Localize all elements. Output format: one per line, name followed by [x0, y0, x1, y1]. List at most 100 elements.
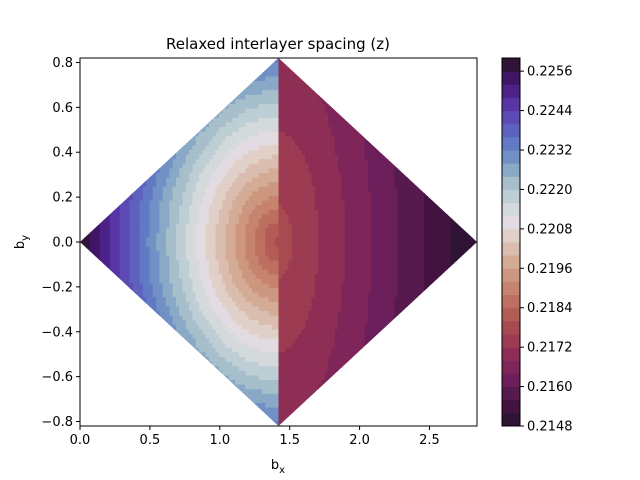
contour-cell: [252, 260, 256, 266]
contour-cell: [255, 260, 260, 266]
contour-cell: [268, 246, 273, 252]
contour-cell: [172, 278, 177, 284]
contour-cell: [162, 191, 167, 197]
contour-cell: [103, 361, 108, 367]
contour-cell: [179, 182, 184, 188]
contour-cell: [255, 274, 260, 280]
contour-cell: [195, 108, 200, 114]
contour-cell: [109, 223, 114, 229]
contour-cell: [136, 191, 141, 197]
contour-cell: [255, 315, 260, 321]
contour-cell: [275, 219, 280, 225]
contour-cell: [119, 67, 124, 73]
contour-cell: [222, 301, 227, 307]
contour-cell: [149, 81, 154, 87]
contour-cell: [228, 150, 233, 156]
contour-cell: [123, 338, 127, 344]
contour-cell: [225, 311, 230, 317]
contour-cell: [146, 85, 151, 91]
contour-cell: [185, 140, 190, 146]
contour-cell: [139, 191, 144, 197]
contour-cell: [159, 251, 164, 257]
contour-cell: [195, 380, 200, 386]
contour-cell: [235, 361, 240, 367]
contour-cell: [103, 393, 108, 399]
contour-cell: [255, 347, 260, 353]
contour-cell: [275, 191, 280, 197]
contour-cell: [238, 306, 243, 312]
contour-cell: [278, 214, 283, 220]
contour-cell: [248, 407, 253, 413]
contour-cell: [166, 163, 170, 169]
contour-cell: [225, 104, 230, 110]
contour-cell: [281, 232, 286, 238]
contour-cell: [225, 94, 230, 100]
contour-cell: [205, 71, 210, 77]
contour-cell: [232, 357, 237, 363]
contour-cell: [228, 288, 233, 294]
contour-cell: [106, 357, 111, 363]
contour-cell: [218, 269, 223, 275]
contour-cell: [93, 113, 98, 119]
contour-cell: [129, 375, 134, 381]
contour-cell: [261, 366, 266, 372]
contour-cell: [225, 306, 230, 312]
contour-cell: [152, 186, 157, 192]
contour-cell: [83, 315, 88, 321]
contour-cell: [113, 412, 117, 418]
contour-cell: [228, 320, 233, 326]
contour-cell: [116, 334, 121, 340]
contour-cell: [119, 177, 124, 183]
contour-cell: [149, 416, 154, 422]
contour-cell: [159, 90, 164, 96]
contour-cell: [218, 278, 223, 284]
contour-cell: [159, 269, 164, 275]
contour-cell: [162, 278, 167, 284]
contour-cell: [149, 122, 154, 128]
contour-cell: [109, 251, 114, 257]
contour-cell: [255, 108, 260, 114]
contour-cell: [195, 81, 200, 87]
contour-cell: [205, 99, 210, 105]
contour-cell: [199, 246, 204, 252]
contour-cell: [149, 94, 154, 100]
contour-cell: [152, 58, 157, 64]
contour-cell: [129, 407, 134, 413]
contour-cell: [228, 361, 233, 367]
contour-cell: [195, 113, 200, 119]
contour-cell: [225, 209, 230, 215]
contour-cell: [192, 159, 197, 165]
contour-cell: [132, 140, 137, 146]
contour-cell: [109, 177, 114, 183]
contour-cell: [152, 366, 157, 372]
contour-cell: [106, 347, 111, 353]
contour-cell: [152, 246, 157, 252]
contour-cell: [116, 90, 121, 96]
contour-cell: [212, 306, 217, 312]
contour-cell: [93, 186, 98, 192]
contour-cell: [182, 58, 187, 64]
contour-cell: [175, 81, 180, 87]
contour-cell: [149, 246, 154, 252]
contour-cell: [93, 320, 98, 326]
contour-cell: [182, 320, 187, 326]
contour-cell: [139, 99, 144, 105]
contour-cell: [248, 62, 253, 68]
contour-cell: [89, 94, 94, 100]
contour-cell: [189, 71, 194, 77]
contour-cell: [205, 232, 210, 238]
contour-cell: [113, 389, 117, 395]
contour-cell: [212, 76, 217, 82]
contour-cell: [146, 292, 151, 298]
contour-cell: [261, 352, 266, 358]
contour-cell: [139, 278, 144, 284]
contour-cell: [142, 288, 147, 294]
contour-cell: [179, 370, 184, 376]
contour-cell: [99, 163, 104, 169]
contour-cell: [113, 81, 117, 87]
contour-cell: [166, 131, 170, 137]
contour-cell: [106, 370, 111, 376]
contour-cell: [281, 338, 286, 344]
contour-cell: [123, 81, 127, 87]
contour-cell: [205, 306, 210, 312]
